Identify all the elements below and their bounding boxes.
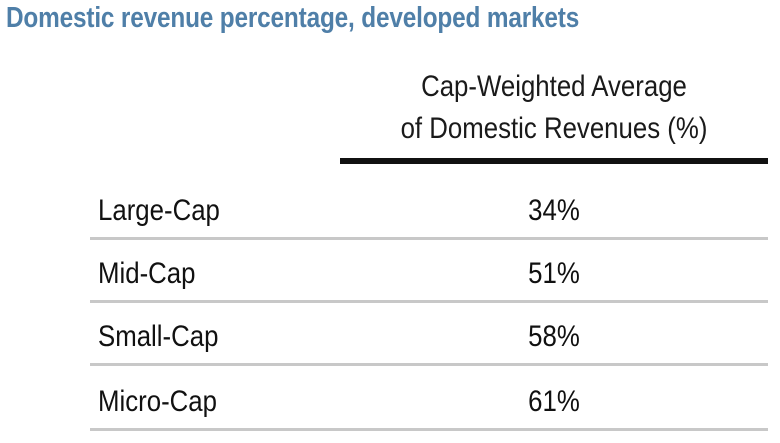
row-label: Small-Cap: [98, 320, 219, 353]
table-row-large-cap: Large-Cap 34%: [90, 180, 768, 240]
row-value: 34%: [528, 194, 580, 227]
row-value: 61%: [528, 385, 580, 418]
row-label: Large-Cap: [98, 194, 220, 227]
row-value: 51%: [528, 257, 580, 290]
column-header-line-2: of Domestic Revenues (%): [400, 112, 708, 145]
row-divider: [90, 428, 768, 431]
row-value: 58%: [528, 320, 580, 353]
header-rule: [340, 158, 768, 164]
row-label: Micro-Cap: [98, 385, 217, 418]
row-label: Mid-Cap: [98, 257, 196, 290]
table-row-micro-cap: Micro-Cap 61%: [90, 371, 768, 431]
table-row-mid-cap: Mid-Cap 51%: [90, 243, 768, 303]
column-header: Cap-Weighted Average of Domestic Revenue…: [340, 66, 768, 150]
column-header-line-1: Cap-Weighted Average: [421, 70, 687, 103]
row-divider: [90, 300, 768, 303]
chart-title: Domestic revenue percentage, developed m…: [6, 2, 580, 34]
row-divider: [90, 237, 768, 240]
row-divider: [90, 363, 768, 366]
table-row-small-cap: Small-Cap 58%: [90, 306, 768, 366]
